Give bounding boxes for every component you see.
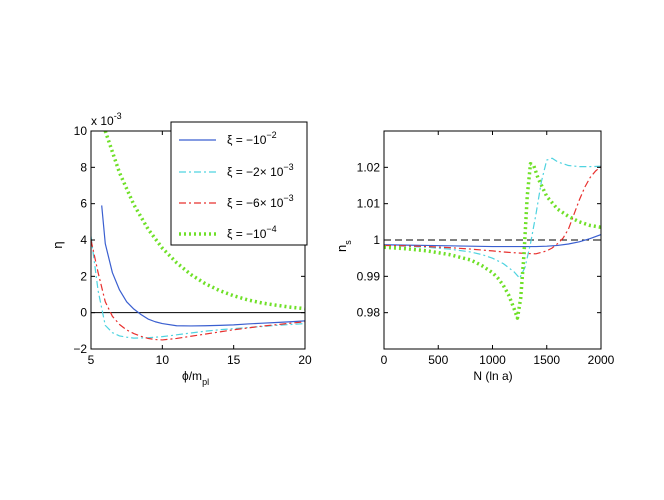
left-x-tick-label: 20: [298, 353, 312, 367]
right-y-tick-label: 0.98: [357, 306, 381, 320]
left-y-tick-label: 6: [80, 197, 87, 211]
right-x-axis-label: N (ln a): [473, 369, 512, 383]
right-series-line-4: [384, 161, 601, 320]
right-x-tick-label: 500: [428, 353, 448, 367]
right-chart: 0 500 1000 1500 2000 0.98 0.99 1 1.01 1.02 ns N (…: [334, 130, 615, 383]
right-series-line-2: [384, 157, 601, 279]
legend: ξ = −10−2 ξ = −2× 10−3 ξ = −6× 10−3 ξ = …: [170, 121, 308, 246]
right-x-tick-label: 0: [381, 353, 388, 367]
legend-label-2: ξ = −2× 10−3: [227, 162, 294, 179]
left-x-tick-label: 10: [156, 353, 170, 367]
left-x-axis-label: ϕ/mpl: [182, 369, 209, 387]
right-y-tick-label: 1: [373, 233, 380, 247]
left-chart: 5 10 15 20 −2 0 2 4 6 8 10 x 10-3 η ϕ/mpl ξ = −10−…: [50, 111, 312, 387]
right-x-tick-label: 1000: [479, 353, 506, 367]
left-y-tick-label: −2: [73, 342, 87, 356]
legend-label-3: ξ = −6× 10−3: [227, 193, 294, 210]
legend-label-1: ξ = −10−2: [227, 130, 277, 147]
right-x-tick-label: 1500: [533, 353, 560, 367]
legend-box: [170, 121, 308, 246]
right-series-line-3: [384, 166, 601, 255]
left-series-line-1: [101, 205, 305, 327]
left-y-tick-label: 2: [80, 269, 87, 283]
left-y-tick-label: 8: [80, 160, 87, 174]
right-y-tick-label: 0.99: [357, 269, 381, 283]
left-series-line-2: [91, 236, 305, 339]
left-y-tick-label: 10: [74, 124, 88, 138]
left-series-line-4: [103, 131, 305, 311]
left-x-tick-label: 5: [88, 353, 95, 367]
right-plot-frame: [383, 130, 602, 350]
right-series-line-1: [384, 233, 601, 248]
left-y-tick-label: 4: [80, 233, 87, 247]
left-y-axis-label: η: [50, 241, 65, 248]
left-x-tick-label: 15: [227, 353, 241, 367]
right-y-axis-label: ns: [334, 240, 353, 252]
left-series-line-3: [91, 239, 305, 341]
right-x-tick-label: 2000: [588, 353, 615, 367]
right-y-tick-label: 1.01: [357, 197, 381, 211]
right-y-tick-label: 1.02: [357, 160, 381, 174]
left-y-tick-label: 0: [80, 306, 87, 320]
legend-label-4: ξ = −10−4: [227, 224, 277, 241]
left-y-multiplier: x 10-3: [91, 111, 122, 128]
